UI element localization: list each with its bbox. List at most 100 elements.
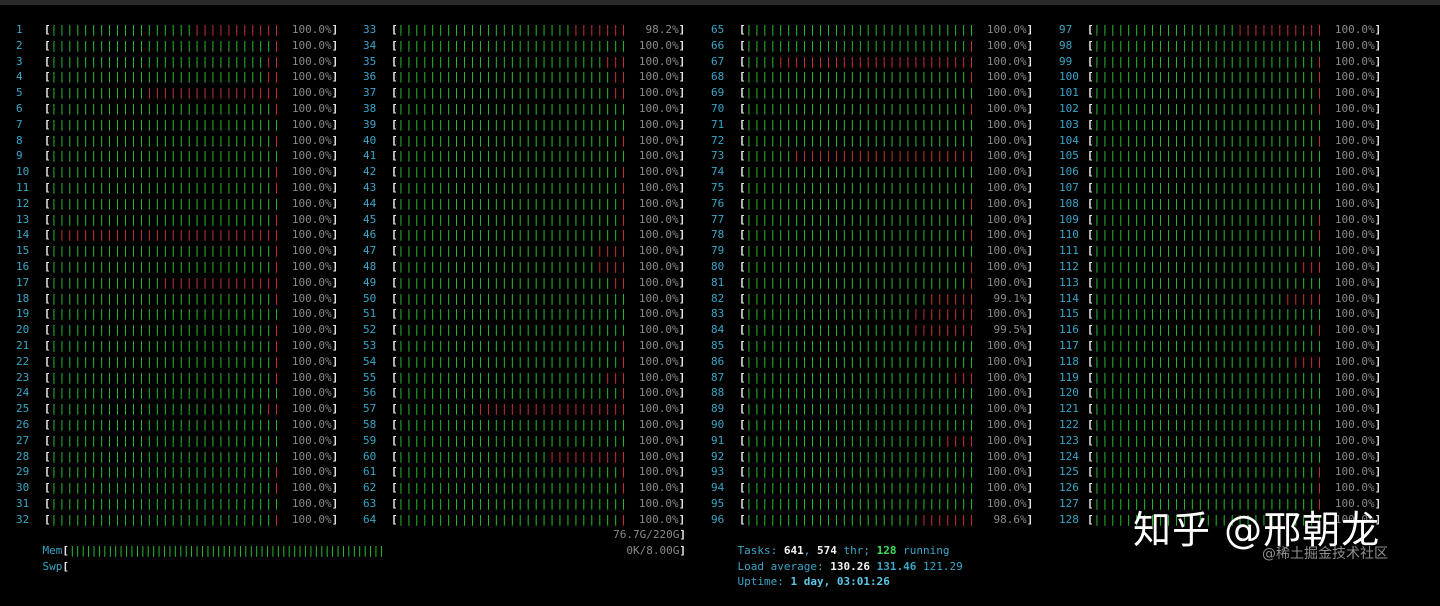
bracket-close: ] (331, 291, 339, 305)
cpu-percent: 100.0% (986, 354, 1027, 368)
bracket-close: ] (331, 38, 339, 52)
cpu-usage-bar: ||||||||||||||||||||||||||||| (746, 417, 979, 433)
bracket-open: [ (44, 149, 51, 163)
cpu-usage-bar: ||||||||||||||||||||||||||||| (51, 385, 284, 401)
cpu-core-number: 50 (363, 291, 377, 305)
bracket-close: ] (678, 307, 686, 321)
cpu-percent: 100.0% (291, 70, 332, 84)
bracket-close: ] (1374, 512, 1382, 526)
cpu-core-number: 82 (711, 291, 725, 305)
cpu-usage-bar: ||||||||||||||||||||||||||||| (746, 196, 979, 212)
cpu-meter-row: 23 [||||||||||||||||||||||||||||| 100.0%] (16, 370, 346, 386)
cpu-meter-row: 22 [||||||||||||||||||||||||||||| 100.0%] (16, 354, 346, 370)
cpu-bar-user: ||||||||||||||||||||||||||||| (745, 23, 977, 36)
bracket-open: [ (391, 196, 398, 210)
cpu-percent: 100.0% (986, 417, 1027, 431)
cpu-bar-user: |||||||||||||||||||||||||||| (397, 481, 621, 495)
cpu-percent: 100.0% (291, 417, 332, 431)
bracket-open: [ (739, 402, 746, 416)
bracket-close: ] (1374, 496, 1382, 510)
bracket-close: ] (678, 149, 686, 163)
cpu-percent: 100.0% (291, 54, 332, 68)
bracket-open: [ (44, 417, 51, 431)
cpu-percent: 100.0% (986, 54, 1027, 68)
cpu-core-number: 19 (16, 307, 30, 321)
bracket-close: ] (331, 212, 339, 226)
cpu-bar-kernel: | (273, 512, 282, 526)
bracket-close: ] (1026, 212, 1034, 226)
bracket-close: ] (1026, 259, 1034, 273)
cpu-bar-kernel: | (620, 338, 629, 352)
cpu-meter-row: 52 [||||||||||||||||||||||||||||| 100.0%] (363, 322, 693, 338)
cpu-meter-row: 76 [||||||||||||||||||||||||||||| 100.0%] (711, 196, 1041, 212)
cpu-percent: 100.0% (638, 180, 679, 194)
bracket-close: ] (331, 338, 339, 352)
cpu-bar-user: ||||||||||||||||||||||||||||| (1093, 244, 1325, 258)
cpu-bar-user: ||||||||||||||||||||||||||||| (745, 354, 977, 368)
cpu-core-number: 94 (711, 481, 725, 495)
cpu-percent: 100.0% (638, 465, 679, 479)
cpu-percent: 100.0% (1334, 196, 1375, 210)
bracket-open: [ (44, 23, 51, 36)
bracket-close: ] (678, 180, 686, 194)
bracket-close: ] (331, 228, 339, 242)
cpu-percent: 100.0% (291, 86, 332, 100)
bracket-close: ] (1374, 275, 1382, 289)
cpu-core-number: 59 (363, 433, 377, 447)
cpu-usage-bar: ||||||||||||||||||||||||||||| (1094, 212, 1327, 228)
bracket-close: ] (331, 244, 339, 258)
cpu-core-number: 18 (16, 291, 30, 305)
cpu-bar-kernel: |||| (1292, 354, 1325, 368)
bracket-close: ] (1026, 465, 1034, 479)
cpu-percent: 100.0% (1334, 244, 1375, 258)
cpu-percent: 100.0% (291, 275, 332, 289)
cpu-bar-user: |||||||||||||||||||||||||||| (397, 180, 621, 194)
cpu-meter-row: 77 [||||||||||||||||||||||||||||| 100.0%] (711, 212, 1041, 228)
cpu-usage-bar: ||||||||||||||||||||||||||||| (746, 306, 979, 322)
cpu-core-number: 15 (16, 244, 30, 258)
cpu-bar-kernel: | (620, 180, 629, 194)
cpu-bar-user: ||||||||||||||||||||||||||||| (1093, 117, 1325, 131)
cpu-meter-row: 89 [||||||||||||||||||||||||||||| 100.0%] (711, 401, 1041, 417)
bracket-close: ] (1374, 402, 1382, 416)
cpu-meter-row: 114 [||||||||||||||||||||||||||||| 100.0%] (1059, 291, 1389, 307)
cpu-percent: 100.0% (1334, 354, 1375, 368)
bracket-open: [ (44, 228, 51, 242)
cpu-bar-user: ||||||||||||||||||||||||||| (397, 70, 613, 84)
cpu-usage-bar: ||||||||||||||||||||||||||||| (1094, 496, 1327, 512)
bracket-open: [ (739, 133, 746, 147)
cpu-meter-row: 79 [||||||||||||||||||||||||||||| 100.0%] (711, 243, 1041, 259)
cpu-usage-bar: ||||||||||||||||||||||||||||| (51, 370, 284, 386)
cpu-usage-bar: ||||||||||||||||||||||||||||| (746, 480, 979, 496)
cpu-bar-kernel: | (1316, 212, 1325, 226)
cpu-core-number: 124 (1059, 449, 1079, 463)
cpu-bar-user: ||||||||||||||||||||||||||||| (397, 307, 629, 321)
cpu-percent: 100.0% (986, 370, 1027, 384)
load-15min: 121.29 (922, 559, 963, 573)
cpu-usage-bar: ||||||||||||||||||||||||||||| (746, 291, 979, 307)
bracket-close: ] (1026, 449, 1034, 463)
cpu-bar-kernel: ||||||||||||||||||| (477, 402, 629, 416)
bracket-close: ] (678, 338, 686, 352)
cpu-meter-row: 42 [||||||||||||||||||||||||||||| 100.0%] (363, 164, 693, 180)
cpu-bar-user: |||||||||||||||||||||||||||| (397, 165, 621, 179)
cpu-percent: 100.0% (1334, 512, 1375, 526)
mem-label: Mem (42, 543, 63, 557)
bracket-close: ] (331, 165, 339, 179)
cpu-percent: 100.0% (1334, 338, 1375, 352)
cpu-usage-bar: ||||||||||||||||||||||||||||| (51, 259, 284, 275)
bracket-close: ] (1374, 481, 1382, 495)
bracket-open: [ (44, 465, 51, 479)
cpu-meter-row: 93 [||||||||||||||||||||||||||||| 100.0%] (711, 464, 1041, 480)
cpu-bar-user: ||||||||||||||||||||||||||||| (397, 323, 629, 337)
cpu-usage-bar: ||||||||||||||||||||||||||||| (746, 338, 979, 354)
cpu-core-number: 7 (16, 117, 23, 131)
cpu-bar-user: |||||||||||||||||||||||||||| (50, 180, 274, 194)
bracket-open: [ (739, 307, 746, 321)
cpu-percent: 100.0% (1334, 433, 1375, 447)
cpu-core-number: 34 (363, 38, 377, 52)
cpu-meter-row: 45 [||||||||||||||||||||||||||||| 100.0%] (363, 212, 693, 228)
cpu-bar-kernel: || (612, 86, 629, 100)
cpu-percent: 100.0% (638, 196, 679, 210)
cpu-meter-row: 104 [||||||||||||||||||||||||||||| 100.0%] (1059, 133, 1389, 149)
